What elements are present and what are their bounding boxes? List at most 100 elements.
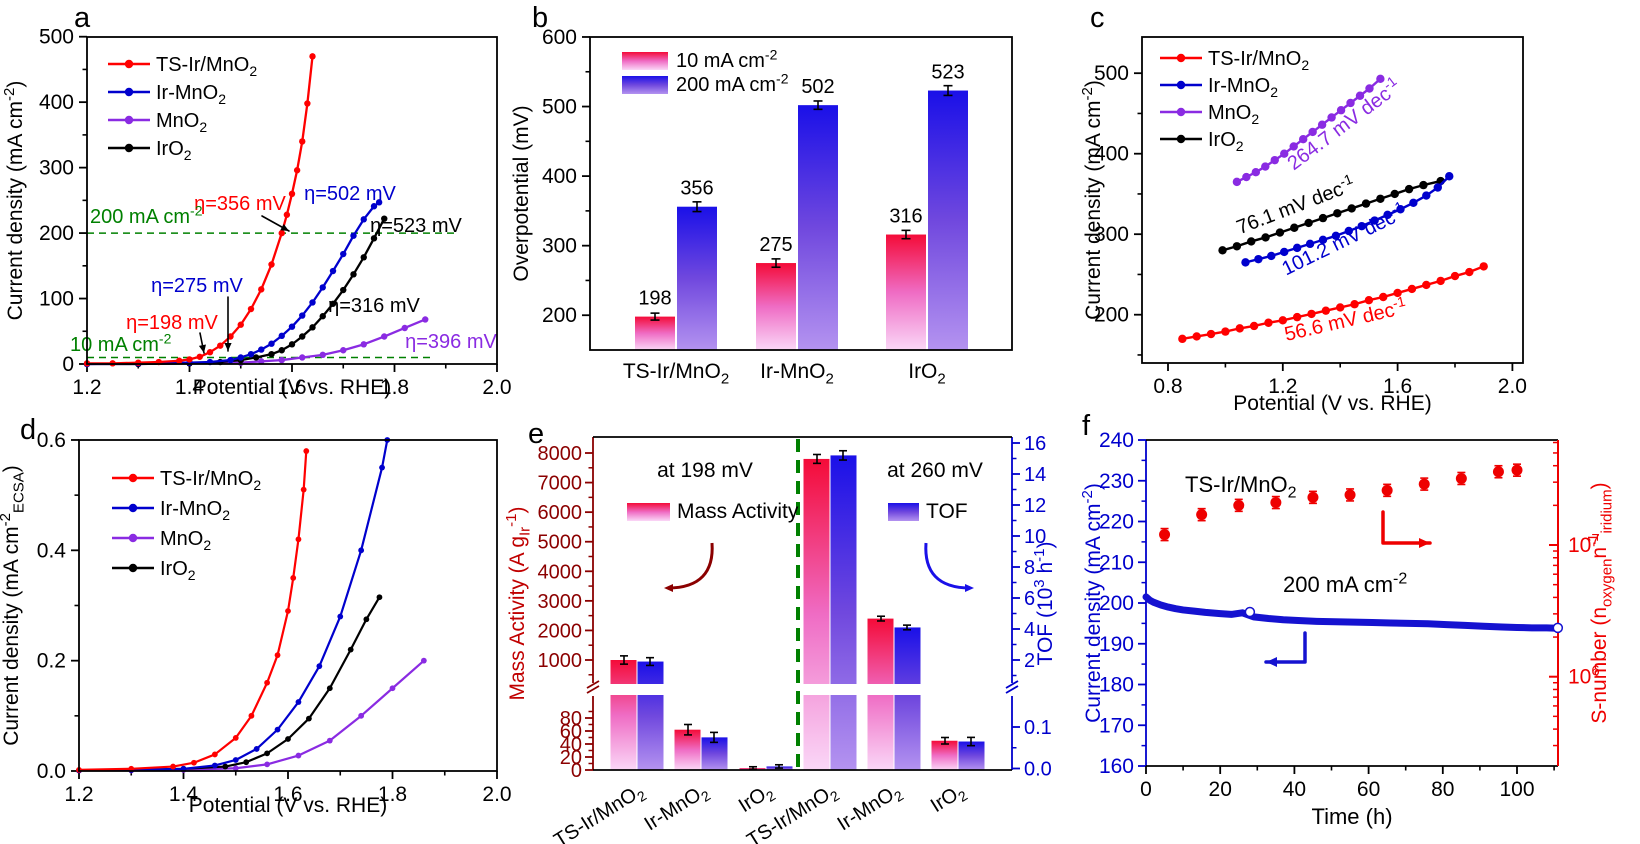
svg-text:275: 275: [759, 234, 792, 256]
panel-a-label: a: [74, 2, 91, 34]
svg-text:MnO2: MnO2: [156, 110, 207, 135]
svg-text:100: 100: [1499, 778, 1534, 801]
svg-text:0.0: 0.0: [37, 760, 66, 783]
panel-f-label: f: [1082, 410, 1091, 442]
arrows: [198, 215, 290, 354]
svg-text:η=275 mV: η=275 mV: [151, 275, 243, 297]
svg-text:1.8: 1.8: [378, 783, 407, 806]
svg-text:Mass Activity: Mass Activity: [677, 500, 799, 523]
s-number-points: [1159, 463, 1523, 542]
svg-text:TS-Ir/MnO2: TS-Ir/MnO2: [156, 54, 257, 79]
svg-text:0.8: 0.8: [1153, 375, 1182, 398]
axes: 1.2 1.4 1.6 1.8 2.0 0.0 0.2 0.4 0.6: [37, 429, 512, 806]
axes: 160 170 180 190 200 210 220 230 240 0 20 40 60 80 100 1…: [1099, 429, 1600, 801]
svg-text:80: 80: [560, 708, 582, 730]
svg-text:IrO2: IrO2: [160, 558, 196, 583]
svg-text:1.2: 1.2: [1268, 375, 1297, 398]
svg-text:160: 160: [1099, 755, 1134, 778]
svg-text:IrO2: IrO2: [908, 360, 946, 387]
svg-text:200 mA cm-2: 200 mA cm-2: [676, 70, 789, 96]
svg-text:2.0: 2.0: [1498, 375, 1527, 398]
axes: 0.8 1.2 1.6 2.0 200 300 400 500: [1094, 62, 1527, 398]
series-IrO_{2}: [76, 594, 383, 774]
svg-text:6: 6: [1024, 588, 1035, 610]
svg-text:3000: 3000: [538, 591, 583, 613]
svg-text:Time (h): Time (h): [1311, 804, 1392, 829]
svg-text:198: 198: [638, 288, 671, 310]
svg-text:TOF (103 h-1): TOF (103 h-1): [1031, 542, 1057, 666]
svg-text:8000: 8000: [538, 443, 583, 465]
current-density-line: [1142, 593, 1564, 634]
svg-text:2.0: 2.0: [482, 783, 511, 806]
svg-text:210: 210: [1099, 551, 1134, 574]
svg-text:1.2: 1.2: [64, 783, 93, 806]
svg-text:Potential (V vs. RHE): Potential (V vs. RHE): [193, 376, 391, 399]
svg-text:500: 500: [542, 96, 577, 119]
svg-text:TS-Ir/MnO2: TS-Ir/MnO2: [623, 360, 729, 387]
axes: 1000200030004000500060007000800002040608…: [538, 433, 1052, 782]
svg-text:170: 170: [1099, 714, 1134, 737]
svg-text:40: 40: [560, 734, 582, 756]
svg-text:200 mA cm-2: 200 mA cm-2: [90, 202, 203, 228]
svg-text:0.2: 0.2: [37, 650, 66, 673]
svg-text:20: 20: [560, 747, 582, 769]
svg-text:80: 80: [1431, 778, 1454, 801]
svg-text:1.4: 1.4: [169, 783, 199, 806]
svg-text:0.6: 0.6: [37, 429, 66, 452]
svg-text:200: 200: [542, 304, 577, 327]
svg-text:at 198 mV: at 198 mV: [657, 459, 753, 482]
svg-text:2.0: 2.0: [482, 376, 511, 399]
svg-text:200: 200: [1099, 592, 1134, 615]
svg-text:200: 200: [1094, 304, 1129, 327]
svg-text:6000: 6000: [538, 502, 583, 524]
labels: at 198 mV at 260 mV Mass Activity TOF: [627, 459, 983, 593]
svg-text:4: 4: [1024, 619, 1035, 641]
svg-text:180: 180: [1099, 674, 1134, 697]
svg-text:107: 107: [1568, 531, 1600, 557]
svg-text:IrO2: IrO2: [156, 138, 192, 163]
svg-text:2: 2: [1024, 650, 1035, 672]
panel-d-chart: 1.2 1.4 1.6 1.8 2.0 0.0 0.2 0.4 0.6 TS-Ir/MnO2 Ir-…: [0, 429, 512, 817]
panel-b-chart: 200 300 400 500 600 TS-Ir/MnO2 Ir-MnO2 IrO2 198 3…: [510, 26, 1013, 387]
svg-text:60: 60: [1357, 778, 1380, 801]
svg-text:TS-Ir/MnO2: TS-Ir/MnO2: [1185, 472, 1297, 502]
svg-text:Ir-MnO2: Ir-MnO2: [641, 779, 714, 837]
svg-text:12: 12: [1024, 495, 1046, 517]
svg-text:2000: 2000: [538, 620, 583, 642]
svg-text:η=396 mV: η=396 mV: [405, 331, 497, 353]
axes: 1.2 1.4 1.6 1.8 2.0 0 100 200 300 400 500: [39, 26, 512, 399]
svg-text:MnO2: MnO2: [1208, 102, 1259, 127]
svg-text:5000: 5000: [538, 532, 583, 554]
svg-text:300: 300: [1094, 223, 1129, 246]
svg-text:356: 356: [680, 178, 713, 200]
svg-text:502: 502: [801, 76, 834, 98]
svg-text:TS-Ir/MnO2: TS-Ir/MnO2: [550, 779, 649, 844]
svg-text:η=502 mV: η=502 mV: [304, 183, 396, 205]
svg-text:Current density (mA cm-2ECSA): Current density (mA cm-2ECSA): [0, 465, 27, 746]
svg-text:523: 523: [931, 62, 964, 84]
panel-e-chart: 1000200030004000500060007000800002040608…: [503, 433, 1057, 844]
svg-text:Current density (mA cm-2): Current density (mA cm-2): [1, 81, 27, 321]
svg-text:TS-Ir/MnO2: TS-Ir/MnO2: [1208, 48, 1309, 73]
svg-text:Ir-MnO2: Ir-MnO2: [160, 498, 230, 523]
svg-text:400: 400: [542, 165, 577, 188]
svg-text:20: 20: [1209, 778, 1232, 801]
svg-text:1.2: 1.2: [72, 376, 101, 399]
svg-text:0: 0: [1140, 778, 1152, 801]
svg-text:0.1: 0.1: [1024, 717, 1052, 739]
annotations: η=356 mV η=502 mV η=523 mV η=275 mV η=198 mV…: [70, 183, 498, 356]
panel-b-label: b: [532, 2, 549, 34]
svg-text:8: 8: [1024, 557, 1035, 579]
svg-text:500: 500: [1094, 62, 1129, 85]
svg-text:0.0: 0.0: [1024, 759, 1052, 781]
svg-text:10 mA cm-2: 10 mA cm-2: [70, 330, 172, 356]
svg-text:1000: 1000: [538, 650, 583, 672]
svg-text:10 mA cm-2: 10 mA cm-2: [676, 46, 778, 72]
